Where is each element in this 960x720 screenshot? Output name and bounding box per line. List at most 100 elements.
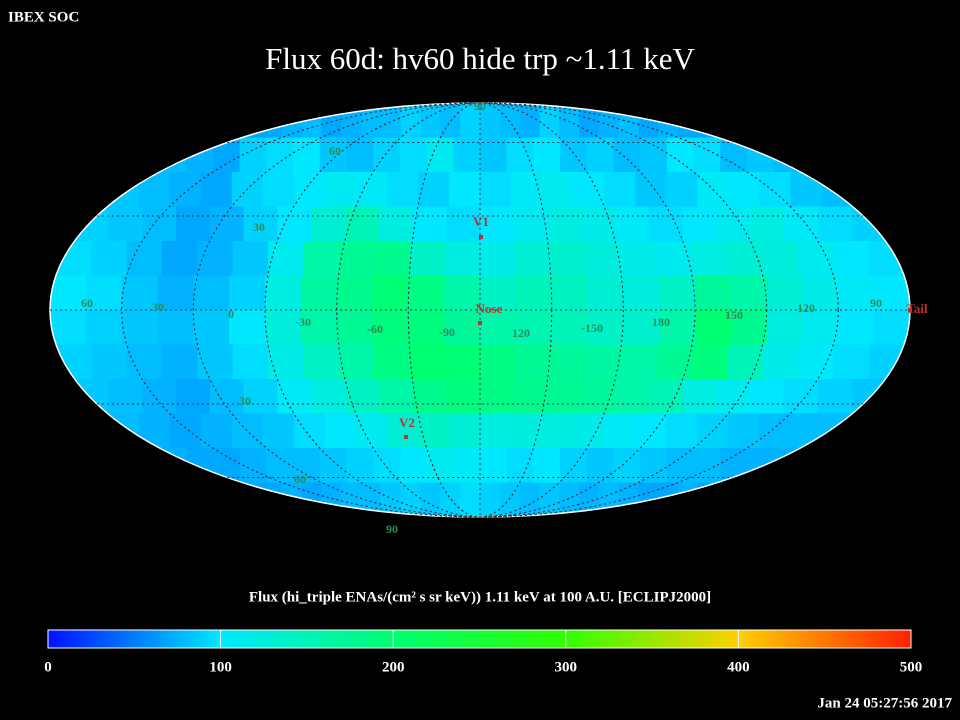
flux-cell xyxy=(412,206,447,242)
colorbar-tick-label: 100 xyxy=(209,659,232,675)
flux-cell xyxy=(539,103,560,138)
flux-cell xyxy=(506,137,534,173)
flux-cell xyxy=(268,241,304,276)
grid-label: 180 xyxy=(652,315,670,329)
flux-cell xyxy=(480,137,508,173)
grid-labels: 90 60 30 60 30 0 -30 -60 -90 120 -150 180 150 120 90 30… xyxy=(81,99,928,536)
flux-cell xyxy=(659,310,696,345)
flux-cell xyxy=(262,413,295,449)
flux-cell xyxy=(412,379,447,414)
flux-cell xyxy=(515,275,553,311)
org-label: IBEX SOC xyxy=(8,9,79,25)
flux-cell xyxy=(519,482,540,517)
flux-cell xyxy=(420,482,441,517)
grid-label: 60 xyxy=(329,144,341,158)
flux-cell xyxy=(121,275,158,311)
flux-cell xyxy=(784,206,819,242)
flux-cell xyxy=(480,482,501,517)
flux-cell xyxy=(229,310,266,345)
flux-cell xyxy=(162,241,198,276)
flux-cell xyxy=(874,275,910,311)
flux-cell xyxy=(268,344,304,380)
flux-cell xyxy=(169,172,202,207)
flux-cell xyxy=(542,172,574,207)
flux-cell xyxy=(762,241,799,276)
grid-label: 120 xyxy=(797,301,815,315)
flux-cell xyxy=(126,241,163,276)
flux-cell xyxy=(417,413,450,449)
flux-cell xyxy=(338,241,375,276)
flux-cell xyxy=(336,275,373,311)
flux-cell xyxy=(797,344,834,380)
colorbar-tick-label: 300 xyxy=(555,659,578,675)
grid-label: 90 xyxy=(474,99,486,113)
flux-cell xyxy=(50,310,87,345)
flux-cell xyxy=(200,172,233,207)
meridian xyxy=(121,102,839,518)
flux-cell xyxy=(355,172,388,207)
flux-cell xyxy=(728,172,760,207)
grid-label: -90 xyxy=(439,325,455,339)
flux-cell xyxy=(515,310,553,345)
flux-cell xyxy=(515,241,552,276)
marker-dot xyxy=(478,321,482,325)
flux-cell xyxy=(635,172,667,207)
flux-cell xyxy=(766,310,803,345)
flux-cell xyxy=(380,482,402,517)
flux-cell xyxy=(817,379,853,414)
flux-cell xyxy=(197,241,234,276)
flux-cell xyxy=(682,379,717,414)
flux-cell xyxy=(759,413,791,449)
flux-cell xyxy=(355,413,388,449)
flux-cell xyxy=(169,413,202,449)
flux-cell xyxy=(453,137,481,173)
flux-cell xyxy=(239,137,267,173)
graticule xyxy=(50,102,910,518)
flux-cell xyxy=(408,310,445,345)
flux-cell xyxy=(409,344,446,380)
flux-cell xyxy=(121,310,158,345)
flux-cell xyxy=(374,344,410,380)
grid-label: 120 xyxy=(512,326,530,340)
flux-cell xyxy=(533,137,561,173)
grid-label: 60 xyxy=(81,296,93,310)
flux-cell xyxy=(666,137,695,173)
flux-cell xyxy=(585,344,622,380)
marker-label: Nose xyxy=(476,301,503,316)
flux-cell xyxy=(175,206,211,242)
colorbar xyxy=(47,629,912,649)
flux-cell xyxy=(460,103,481,138)
flux-cell xyxy=(635,413,667,449)
flux-cell xyxy=(373,137,401,173)
flux-cell xyxy=(311,379,346,414)
flux-cell xyxy=(374,241,410,276)
flux-cell xyxy=(175,379,211,414)
flux-cell xyxy=(157,275,194,311)
chart-title: Flux 60d: hv60 hide trp ~1.11 keV xyxy=(265,41,695,76)
colorbar-label: Flux (hi_triple ENAs/(cm² s sr keV)) 1.1… xyxy=(249,589,711,605)
flux-cell xyxy=(480,379,515,414)
grid-label: 30 xyxy=(152,300,164,314)
flux-cell xyxy=(243,379,278,414)
flux-cell xyxy=(716,379,751,414)
flux-cell xyxy=(551,275,588,311)
flux-cell xyxy=(515,344,552,380)
flux-cell xyxy=(581,206,616,242)
flux-cell xyxy=(480,275,517,311)
flux-cell xyxy=(193,275,230,311)
flux-cell xyxy=(303,344,340,380)
flux-cell xyxy=(409,241,446,276)
flux-cell xyxy=(157,310,194,345)
flux-cell xyxy=(659,275,696,311)
flux-cell xyxy=(817,206,853,242)
flux-cell xyxy=(446,379,481,414)
marker-dot xyxy=(908,308,912,312)
marker-label: Tail xyxy=(906,301,928,316)
flux-cell xyxy=(346,448,374,483)
flux-cell xyxy=(346,137,374,173)
flux-cell xyxy=(266,137,294,173)
flux-cell xyxy=(408,275,445,311)
flux-cell xyxy=(784,379,819,414)
flux-cell xyxy=(324,172,357,207)
